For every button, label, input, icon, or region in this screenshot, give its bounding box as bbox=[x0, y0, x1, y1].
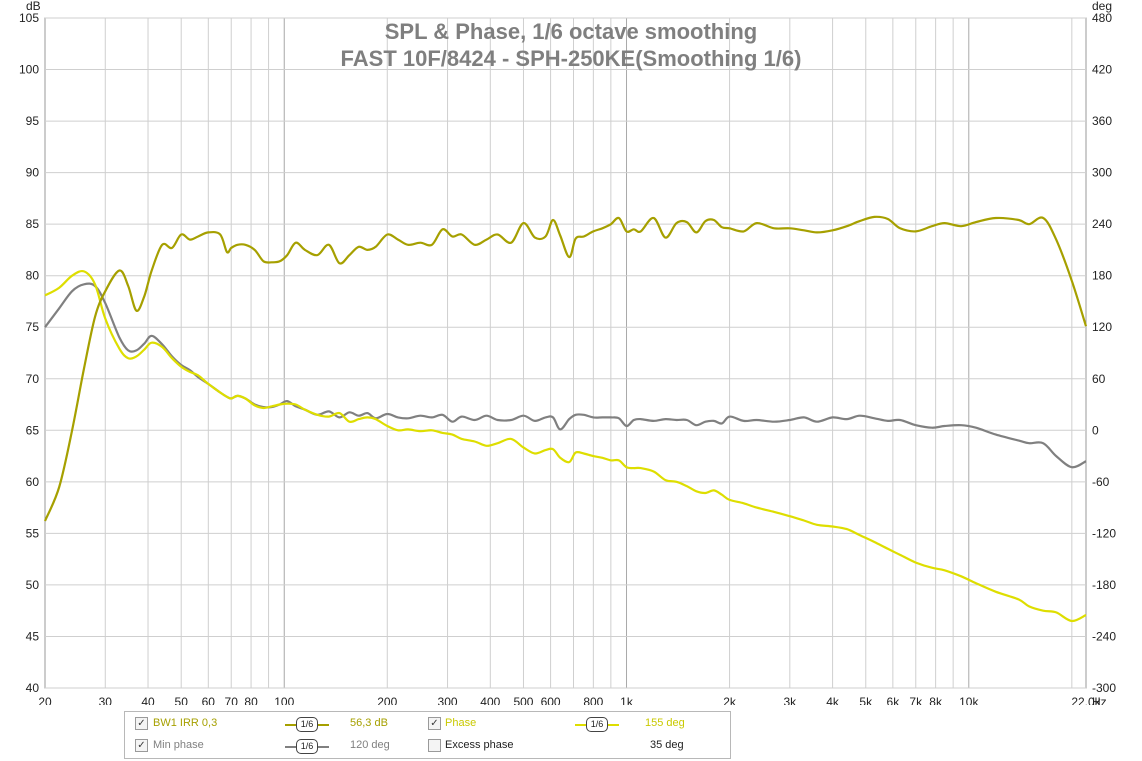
x-tick-label: 6k bbox=[887, 695, 901, 705]
y-left-tick-label: 55 bbox=[26, 526, 40, 540]
x-tick-label: 2k bbox=[723, 695, 737, 705]
x-tick-label: 8k bbox=[929, 695, 943, 705]
phase-smoothing-label: 1/6 bbox=[586, 717, 608, 732]
right-axis-unit: deg bbox=[1092, 0, 1112, 13]
min-phase-smoothing-label: 1/6 bbox=[296, 739, 318, 754]
y-left-tick-label: 40 bbox=[26, 681, 40, 695]
spl-smoothing-control[interactable]: 1/6 bbox=[285, 716, 329, 732]
y-right-tick-label: 420 bbox=[1092, 63, 1112, 77]
y-left-tick-label: 90 bbox=[26, 166, 40, 180]
x-tick-label: 5k bbox=[859, 695, 873, 705]
y-right-tick-label: -240 bbox=[1092, 629, 1116, 643]
y-left-tick-label: 50 bbox=[26, 578, 40, 592]
x-tick-label: 500 bbox=[513, 695, 533, 705]
x-tick-label: 60 bbox=[202, 695, 216, 705]
excess-phase-trace-name: Excess phase bbox=[445, 739, 514, 751]
y-left-tick-label: 70 bbox=[26, 372, 40, 386]
spl-checkbox[interactable]: ✓ bbox=[135, 717, 148, 730]
excess-phase-cursor-value: 35 deg bbox=[650, 739, 684, 751]
min-phase-trace-name: Min phase bbox=[153, 739, 204, 751]
series-layer bbox=[43, 215, 1088, 623]
x-tick-label: 3k bbox=[783, 695, 797, 705]
y-right-tick-label: 360 bbox=[1092, 114, 1112, 128]
x-tick-label: 300 bbox=[438, 695, 458, 705]
x-tick-label: 50 bbox=[175, 695, 189, 705]
phase-trace-name: Phase bbox=[445, 717, 477, 729]
spl-phase-chart: 20 30 40 50 60 70 80 100 200 300 400 500 600 800 1k 2k 3… bbox=[19, 0, 1116, 705]
left-axis-unit: dB bbox=[26, 0, 41, 13]
x-tick-label: 10k bbox=[959, 695, 979, 705]
y-left-tick-label: 65 bbox=[26, 423, 40, 437]
spl-cursor-value: 56,3 dB bbox=[350, 717, 388, 729]
series-line-bw1-irr-0-3 bbox=[43, 215, 1088, 522]
y-left-tick-label: 80 bbox=[26, 269, 40, 283]
y-right-tick-label: 0 bbox=[1092, 423, 1099, 437]
x-tick-label: 100 bbox=[274, 695, 294, 705]
y-right-tick-label: 180 bbox=[1092, 269, 1112, 283]
phase-checkbox[interactable]: ✓ bbox=[428, 717, 441, 730]
x-tick-label: 1k bbox=[620, 695, 634, 705]
y-right-tick-label: -120 bbox=[1092, 526, 1116, 540]
legend-row-min-phase: ✓ Min phase 1/6 120 deg Excess phase 35 … bbox=[125, 737, 730, 759]
phase-smoothing-control[interactable]: 1/6 bbox=[575, 716, 619, 732]
y-right-tick-label: 480 bbox=[1092, 11, 1112, 25]
y-left-tick-label: 45 bbox=[26, 629, 40, 643]
spl-trace-name: BW1 IRR 0,3 bbox=[153, 717, 218, 729]
x-axis-unit: Hz bbox=[1092, 695, 1107, 705]
y-left-tick-label: 85 bbox=[26, 217, 40, 231]
x-tick-label: 400 bbox=[480, 695, 500, 705]
y-right-tick-label: 240 bbox=[1092, 217, 1112, 231]
y-right-tick-label: -60 bbox=[1092, 475, 1110, 489]
plot-area bbox=[44, 17, 1087, 689]
x-tick-label: 80 bbox=[244, 695, 258, 705]
y-left-tick-label: 60 bbox=[26, 475, 40, 489]
min-phase-cursor-value: 120 deg bbox=[350, 739, 390, 751]
min-phase-smoothing-control[interactable]: 1/6 bbox=[285, 738, 329, 754]
y-right-tick-label: -300 bbox=[1092, 681, 1116, 695]
legend-row-spl: ✓ BW1 IRR 0,3 1/6 56,3 dB ✓ Phase 1/6 15… bbox=[125, 715, 730, 737]
y-right-tick-label: -180 bbox=[1092, 578, 1116, 592]
chart-subtitle: FAST 10F/8424 - SPH-250KE(Smoothing 1/6) bbox=[341, 46, 802, 71]
y-right-tick-label: 300 bbox=[1092, 166, 1112, 180]
y-left-tick-label: 75 bbox=[26, 320, 40, 334]
series-line-phase bbox=[44, 269, 1087, 623]
x-tick-label: 22,0k bbox=[1071, 695, 1101, 705]
y-left-tick-label: 95 bbox=[26, 114, 40, 128]
x-tick-label: 30 bbox=[99, 695, 113, 705]
chart-title: SPL & Phase, 1/6 octave smoothing bbox=[385, 19, 758, 44]
x-tick-label: 70 bbox=[225, 695, 239, 705]
grid bbox=[45, 17, 1086, 689]
x-tick-label: 7k bbox=[909, 695, 923, 705]
y-left-tick-label: 105 bbox=[19, 11, 39, 25]
x-tick-label: 4k bbox=[826, 695, 840, 705]
y-right-tick-label: 120 bbox=[1092, 320, 1112, 334]
x-tick-label: 600 bbox=[541, 695, 561, 705]
y-left-tick-label: 100 bbox=[19, 63, 39, 77]
y-right-tick-label: 60 bbox=[1092, 372, 1106, 386]
legend-panel: ✓ BW1 IRR 0,3 1/6 56,3 dB ✓ Phase 1/6 15… bbox=[124, 711, 731, 759]
excess-phase-checkbox[interactable] bbox=[428, 739, 441, 752]
x-tick-label: 40 bbox=[141, 695, 155, 705]
spl-smoothing-label: 1/6 bbox=[296, 717, 318, 732]
min-phase-checkbox[interactable]: ✓ bbox=[135, 739, 148, 752]
x-tick-label: 800 bbox=[583, 695, 603, 705]
x-tick-label: 20 bbox=[38, 695, 52, 705]
tick-labels: 20 30 40 50 60 70 80 100 200 300 400 500 600 800 1k 2k 3… bbox=[19, 11, 1116, 705]
phase-cursor-value: 155 deg bbox=[645, 717, 685, 729]
x-tick-label: 200 bbox=[377, 695, 397, 705]
